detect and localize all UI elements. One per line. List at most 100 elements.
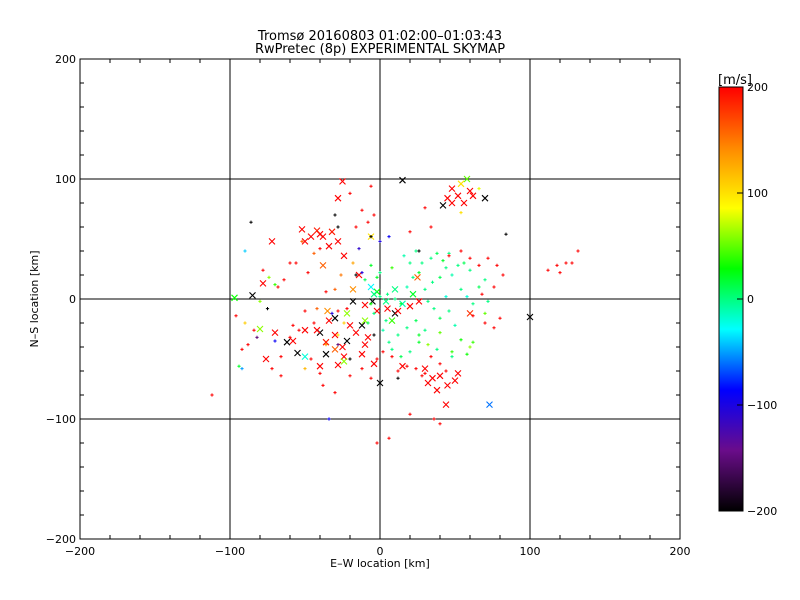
data-point-plus (405, 285, 409, 289)
data-point-cross (298, 226, 306, 233)
data-point-plus (414, 367, 418, 371)
data-point-cross (406, 302, 414, 310)
data-point-plus (369, 263, 373, 267)
data-point-plus (456, 263, 460, 267)
grid-lines (80, 59, 680, 539)
data-point-plus (423, 287, 427, 291)
data-point-plus (369, 376, 373, 380)
x-tick-label: 200 (670, 545, 691, 558)
data-point-plus (336, 225, 340, 229)
data-point-cross (331, 346, 339, 353)
data-point-plus (240, 367, 244, 371)
data-point-cross (316, 362, 324, 370)
data-point-plus (276, 285, 280, 289)
data-point-cross (322, 338, 330, 346)
data-point-plus (444, 295, 448, 299)
data-point-cross (364, 334, 372, 341)
data-point-plus (339, 273, 343, 277)
data-point-plus (312, 321, 316, 325)
data-point-plus (414, 319, 418, 323)
data-point-plus (369, 302, 373, 306)
data-point-plus (336, 333, 340, 337)
data-point-plus (444, 369, 448, 373)
data-point-cross (313, 326, 321, 334)
data-point-plus (438, 362, 442, 366)
data-point-plus (447, 309, 451, 313)
data-point-plus (420, 374, 424, 378)
data-point-cross (424, 379, 432, 387)
data-point-plus (291, 323, 295, 327)
data-point-plus (438, 331, 442, 335)
data-point-plus (375, 275, 379, 279)
x-tick-label: −100 (215, 545, 245, 558)
data-point-plus (360, 208, 364, 212)
data-point-cross (325, 242, 333, 250)
data-point-cross (334, 194, 342, 202)
data-point-cross (436, 372, 444, 380)
data-point-plus (435, 251, 439, 255)
data-point-cross (322, 350, 330, 358)
x-tick-label: 100 (520, 545, 541, 558)
x-tick-label: −200 (65, 545, 95, 558)
data-point-plus (471, 314, 475, 318)
data-point-cross (349, 298, 357, 305)
data-point-plus (354, 273, 358, 277)
data-point-plus (438, 275, 442, 279)
data-point-plus (453, 323, 457, 327)
data-point-cross (457, 180, 465, 188)
data-point-cross (301, 238, 309, 245)
colorbar-tick-label: −200 (747, 505, 777, 518)
data-point-cross (448, 199, 456, 207)
data-point-cross (448, 185, 456, 192)
data-point-plus (486, 299, 490, 303)
data-point-plus (477, 263, 481, 267)
data-point-cross (283, 338, 291, 346)
y-tick-label: 200 (55, 53, 76, 66)
data-point-cross (370, 360, 378, 368)
y-tick-label: 0 (69, 293, 76, 306)
data-point-cross (324, 307, 331, 315)
data-point-plus (402, 254, 406, 258)
data-point-plus (330, 311, 334, 315)
data-point-plus (417, 271, 421, 275)
data-point-cross (319, 233, 327, 240)
data-point-plus (390, 347, 394, 351)
data-point-plus (576, 249, 580, 253)
data-point-plus (396, 376, 400, 380)
data-point-plus (390, 266, 394, 270)
data-point-cross (361, 301, 369, 309)
data-point-plus (336, 309, 340, 313)
data-point-plus (312, 251, 316, 255)
data-point-plus (459, 287, 463, 291)
data-point-plus (495, 263, 499, 267)
data-point-plus (240, 347, 244, 351)
data-point-plus (423, 371, 427, 375)
data-point-plus (357, 247, 361, 251)
data-point-cross (249, 292, 256, 299)
data-point-plus (399, 355, 403, 359)
data-point-cross (394, 307, 402, 315)
data-point-plus (249, 220, 253, 224)
data-point-cross (334, 238, 342, 245)
data-point-cross (319, 262, 327, 269)
data-point-plus (423, 328, 427, 332)
data-point-plus (441, 259, 445, 263)
data-point-plus (369, 235, 373, 239)
data-point-plus (378, 271, 382, 275)
data-point-plus (408, 350, 412, 354)
data-point-plus (234, 314, 238, 318)
data-point-cross (313, 227, 321, 234)
data-point-cross (231, 294, 238, 302)
y-axis-label: N–S location [km] (28, 250, 41, 347)
data-point-plus (267, 275, 271, 279)
data-point-cross (343, 310, 351, 317)
data-point-plus (372, 311, 376, 315)
data-point-plus (471, 340, 475, 344)
data-point-cross (399, 362, 406, 370)
data-point-cross (262, 355, 270, 363)
data-point-cross (361, 341, 369, 348)
data-point-plus (321, 383, 325, 387)
data-point-plus (378, 239, 382, 243)
data-point-plus (303, 309, 307, 313)
